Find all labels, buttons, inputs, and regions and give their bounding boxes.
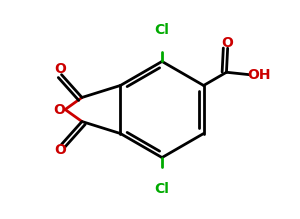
Text: Cl: Cl — [154, 182, 169, 196]
Text: O: O — [54, 62, 66, 76]
Text: O: O — [222, 36, 234, 50]
Text: O: O — [54, 143, 66, 157]
Text: O: O — [53, 102, 65, 117]
Text: Cl: Cl — [154, 23, 169, 37]
Text: OH: OH — [247, 68, 271, 82]
